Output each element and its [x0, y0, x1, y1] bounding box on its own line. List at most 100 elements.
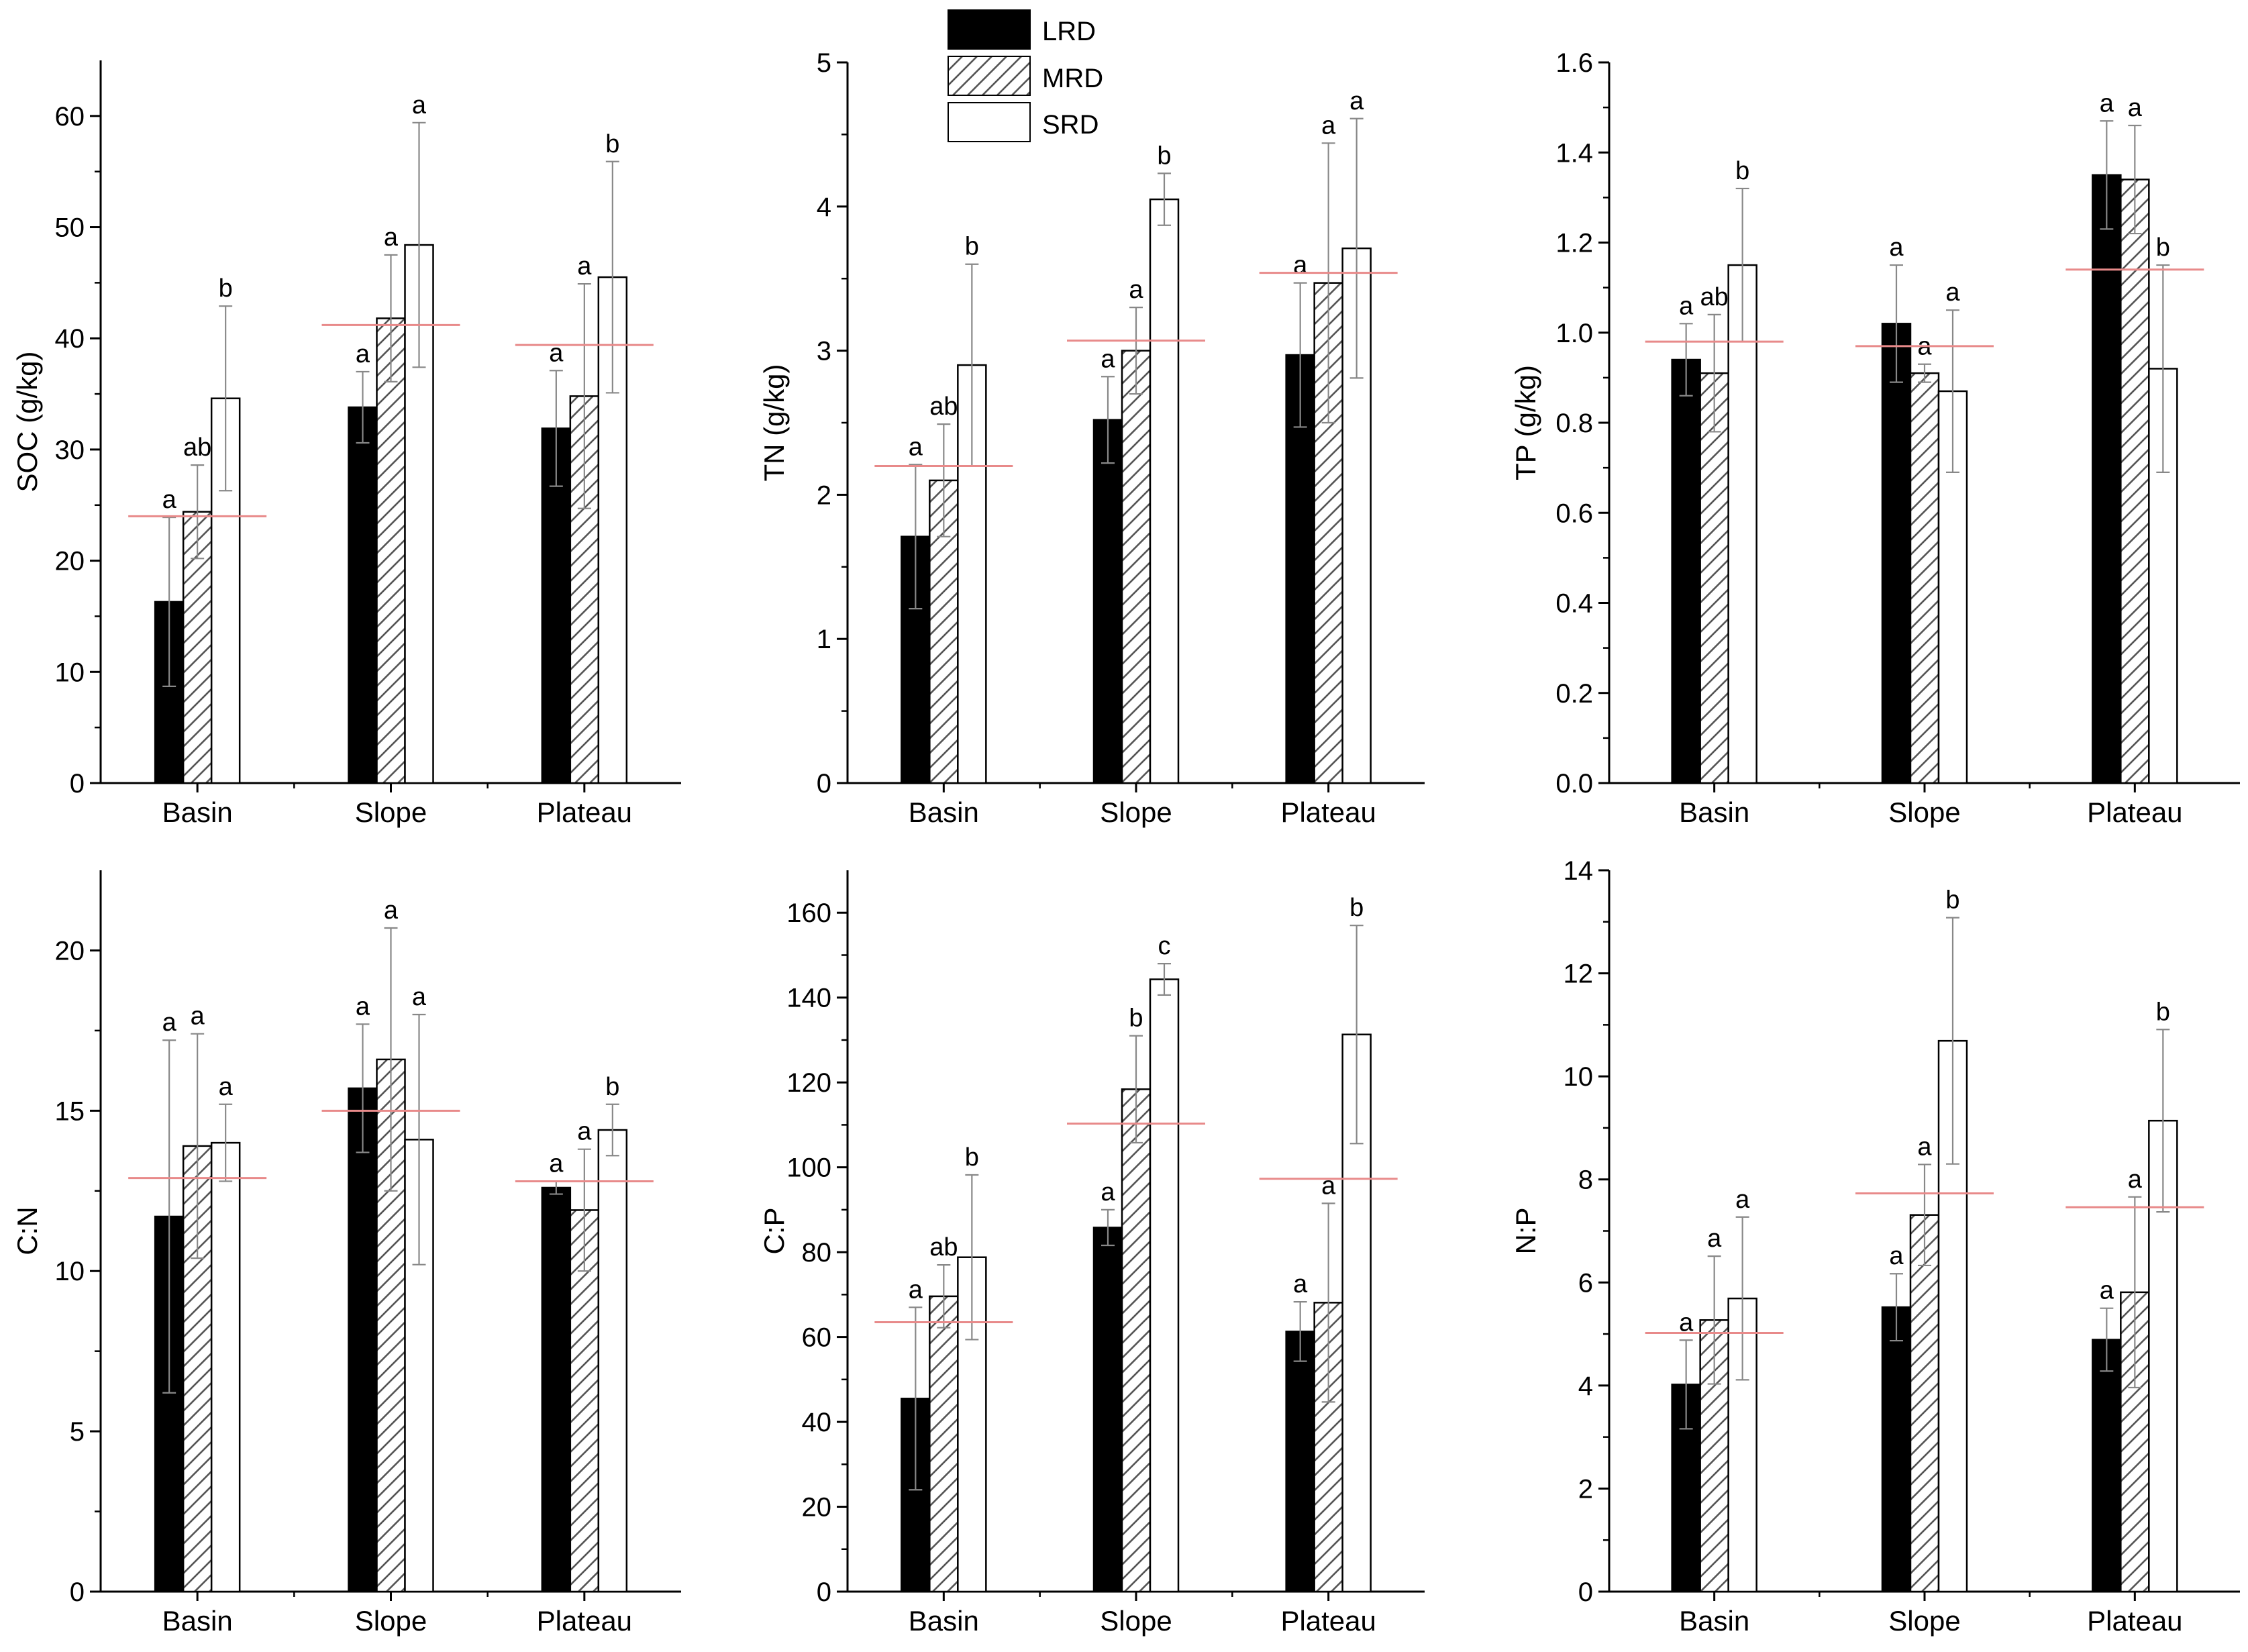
x-tick-label: Basin: [1679, 796, 1749, 828]
y-axis-label: TN (g/kg): [758, 364, 790, 481]
x-tick-label: Slope: [1888, 1605, 1960, 1637]
significance-label: a: [356, 992, 370, 1021]
y-tick-label: 0.2: [1555, 679, 1593, 709]
x-tick-label: Slope: [1100, 796, 1172, 828]
y-axis-label: N:P: [1510, 1207, 1541, 1254]
bar-lrd: [541, 1186, 572, 1593]
significance-label: a: [162, 1009, 177, 1037]
significance-label: a: [2128, 1166, 2143, 1194]
bar-mrd: [929, 1295, 959, 1593]
y-tick-label: 5: [817, 48, 831, 78]
significance-label: a: [162, 486, 177, 514]
x-tick-label: Plateau: [2087, 1605, 2182, 1637]
significance-label: ab: [929, 1233, 958, 1261]
significance-label: a: [2128, 94, 2143, 122]
bar-srd: [597, 1129, 628, 1593]
significance-label: a: [1889, 234, 1904, 262]
y-tick-label: 0: [817, 1578, 831, 1607]
y-tick-label: 40: [55, 324, 85, 354]
significance-label: a: [1293, 1270, 1308, 1298]
significance-label: a: [909, 433, 923, 461]
bar-mrd: [1121, 350, 1152, 784]
y-tick-label: 50: [55, 213, 85, 243]
legend-swatch-lrd: [948, 9, 1031, 50]
y-axis-label: SOC (g/kg): [11, 351, 43, 492]
significance-label: a: [1707, 1225, 1722, 1253]
x-tick-label: Basin: [162, 796, 233, 828]
x-tick-label: Slope: [1888, 796, 1960, 828]
significance-label: a: [1889, 1242, 1904, 1270]
x-tick-label: Slope: [355, 796, 427, 828]
x-tick-label: Basin: [909, 796, 979, 828]
y-tick-label: 12: [1564, 960, 1594, 989]
y-tick-label: 10: [55, 658, 85, 687]
significance-label: a: [1945, 278, 1960, 307]
bar-mrd: [1699, 372, 1729, 784]
y-tick-label: 0: [817, 769, 831, 798]
y-tick-label: 3: [817, 337, 831, 366]
y-tick-label: 80: [802, 1238, 832, 1268]
significance-label: b: [2156, 998, 2170, 1026]
y-axis-label: C:N: [11, 1206, 43, 1255]
bar-lrd: [348, 406, 378, 784]
significance-label: a: [1101, 345, 1115, 373]
legend-swatch-srd: [948, 102, 1031, 142]
y-tick-label: 5: [70, 1417, 85, 1447]
significance-label: a: [909, 1276, 923, 1304]
significance-label: a: [1735, 1186, 1750, 1214]
y-tick-label: 20: [55, 936, 85, 966]
bar-srd: [1149, 198, 1180, 784]
y-tick-label: 1.0: [1555, 319, 1593, 348]
y-tick-label: 0: [70, 1578, 85, 1607]
significance-label: a: [219, 1073, 234, 1101]
significance-label: a: [1129, 276, 1143, 304]
significance-label: b: [965, 1143, 979, 1172]
y-axis-label: TP (g/kg): [1510, 365, 1541, 480]
x-tick-label: Plateau: [537, 1605, 632, 1637]
significance-label: ab: [183, 433, 211, 462]
y-tick-label: 10: [1564, 1062, 1594, 1092]
significance-label: a: [577, 1118, 592, 1146]
significance-label: a: [412, 983, 427, 1011]
y-tick-label: 160: [786, 898, 831, 928]
y-tick-label: 6: [1578, 1268, 1593, 1298]
x-tick-label: Slope: [1100, 1605, 1172, 1637]
significance-label: a: [1321, 111, 1336, 140]
x-tick-label: Plateau: [537, 796, 632, 828]
y-tick-label: 14: [1564, 856, 1594, 886]
x-tick-label: Plateau: [2087, 796, 2182, 828]
panel-cp: 020406080100120140160C:PBasinaabbSlopeab…: [758, 870, 1425, 1637]
significance-label: a: [191, 1002, 205, 1031]
bar-srd: [210, 1141, 241, 1593]
legend-label-lrd: LRD: [1042, 17, 1096, 46]
bar-srd: [1727, 264, 1757, 784]
bar-lrd: [348, 1087, 378, 1593]
significance-label: a: [1101, 1178, 1115, 1206]
bar-mrd: [376, 317, 406, 784]
significance-label: a: [1293, 252, 1308, 280]
significance-label: b: [1735, 157, 1749, 185]
x-tick-label: Slope: [355, 1605, 427, 1637]
x-tick-label: Basin: [909, 1605, 979, 1637]
bar-lrd: [1092, 419, 1123, 784]
y-axis-label: C:P: [758, 1207, 790, 1254]
y-tick-label: 60: [802, 1323, 832, 1353]
y-tick-label: 1.6: [1555, 48, 1593, 78]
y-tick-label: 30: [55, 435, 85, 465]
significance-label: a: [384, 896, 399, 925]
bar-srd: [1149, 978, 1180, 1593]
y-tick-label: 2: [817, 480, 831, 510]
bar-mrd: [1909, 1214, 1940, 1593]
x-tick-label: Basin: [162, 1605, 233, 1637]
significance-label: a: [384, 223, 399, 252]
y-tick-label: 120: [786, 1068, 831, 1098]
bar-mrd: [1909, 372, 1940, 784]
y-tick-label: 0.6: [1555, 499, 1593, 528]
y-tick-label: 60: [55, 102, 85, 132]
y-tick-label: 20: [802, 1493, 832, 1522]
y-tick-label: 0: [1578, 1578, 1593, 1607]
significance-label: a: [1679, 1308, 1694, 1337]
